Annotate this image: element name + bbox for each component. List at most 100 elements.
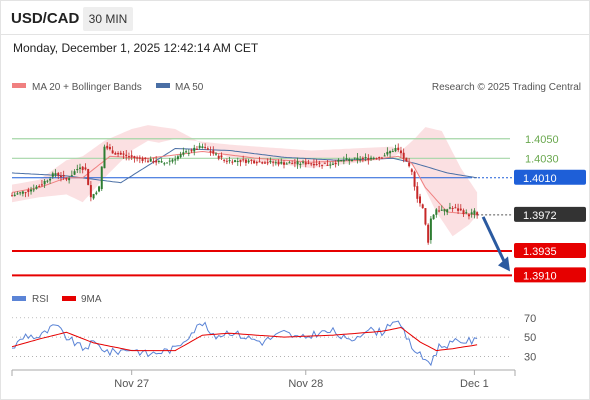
bollinger-band-area	[12, 125, 478, 237]
rsi-line	[11, 320, 478, 367]
ma20-legend-swatch	[12, 83, 26, 88]
candle-body	[457, 208, 460, 211]
candle-body	[274, 162, 277, 164]
candle-body	[329, 164, 332, 166]
candle-body	[380, 157, 383, 159]
candle-body	[353, 157, 356, 159]
candle-body	[402, 152, 405, 159]
candle-body	[261, 162, 264, 164]
last-price-tag	[514, 206, 586, 222]
ma9-legend-swatch	[62, 296, 76, 301]
candle-body	[198, 145, 201, 148]
candle-body	[19, 192, 22, 194]
candle-body	[432, 214, 435, 220]
candle-body	[399, 150, 402, 154]
candle-body	[11, 195, 13, 197]
candle-body	[340, 160, 343, 162]
candle-body	[429, 218, 432, 241]
candle-body	[27, 189, 30, 192]
candle-body	[201, 146, 204, 149]
candle-body	[87, 169, 90, 185]
candle-body	[149, 158, 152, 162]
rsi-ma-line	[11, 326, 478, 352]
candle-body	[54, 173, 57, 176]
candle-body	[253, 160, 256, 164]
candle-body	[136, 157, 139, 159]
candle-body	[160, 161, 163, 163]
candle-body	[299, 163, 302, 165]
candle-body	[413, 171, 416, 187]
candle-body	[269, 160, 272, 163]
candle-body	[410, 169, 413, 172]
candle-body	[323, 162, 326, 164]
candle-body	[258, 161, 261, 163]
support-tag	[514, 267, 586, 283]
bollinger-band	[12, 125, 478, 237]
candle-body	[24, 192, 27, 194]
candle-body	[421, 204, 424, 209]
candle-body	[70, 175, 73, 177]
candle-body	[68, 178, 71, 181]
candle-body	[272, 161, 275, 163]
candle-body	[250, 159, 253, 161]
candle-body	[348, 159, 351, 161]
candle-body	[424, 208, 427, 225]
candle-body	[204, 146, 207, 148]
candle-body	[92, 194, 95, 199]
candle-body	[76, 168, 79, 171]
candle-body	[176, 156, 179, 160]
candle-body	[122, 153, 125, 155]
moving-averages	[11, 147, 478, 216]
candle-body	[225, 160, 228, 162]
candle-body	[391, 151, 394, 153]
x-tick-label: Nov 28	[288, 378, 323, 390]
candle-body	[280, 161, 283, 164]
rsi-panel: 70 50 30	[11, 313, 536, 367]
candle-body	[462, 210, 465, 215]
candle-body	[144, 157, 147, 160]
candle-body	[84, 167, 87, 170]
rsi-tick-label: 30	[524, 351, 536, 363]
candle-body	[30, 189, 33, 192]
candle-body	[43, 180, 46, 185]
candle-body	[46, 180, 49, 182]
candle-body	[419, 196, 421, 204]
candle-body	[443, 209, 446, 212]
candle-body	[337, 159, 340, 162]
candle-body	[157, 160, 160, 163]
candle-body	[185, 151, 188, 153]
header-divider	[0, 34, 590, 35]
candle-body	[236, 160, 239, 162]
candle-body	[206, 148, 209, 150]
candle-body	[293, 162, 296, 164]
candle-body	[49, 178, 52, 181]
candle-body	[95, 192, 98, 195]
candle-body	[435, 209, 438, 215]
candle-body	[244, 159, 247, 163]
candlesticks	[11, 142, 479, 245]
timeframe-button[interactable]: 30 MIN	[83, 7, 133, 31]
candle-body	[100, 166, 103, 190]
candle-body	[394, 148, 397, 152]
candle-body	[187, 152, 190, 154]
candle-body	[81, 166, 84, 170]
support-tag	[514, 242, 586, 258]
candle-body	[296, 161, 299, 165]
candle-body	[247, 160, 250, 163]
candle-body	[342, 160, 345, 162]
candle-body	[217, 155, 220, 159]
candle-body	[459, 208, 462, 211]
candle-body	[448, 207, 451, 209]
ma20-legend-label: MA 20 + Bollinger Bands	[32, 82, 142, 93]
candle-body	[302, 161, 305, 163]
candle-body	[356, 157, 359, 160]
candle-body	[171, 159, 174, 162]
candle-body	[386, 151, 389, 155]
level-tags: 1.4050 1.4030 1.4010 1.3972 1.3935 1.3910	[514, 134, 586, 283]
candle-body	[367, 158, 370, 160]
candle-body	[147, 160, 149, 162]
candle-body	[383, 155, 386, 157]
candle-body	[331, 163, 334, 165]
candle-body	[345, 158, 348, 160]
candle-body	[364, 156, 367, 158]
